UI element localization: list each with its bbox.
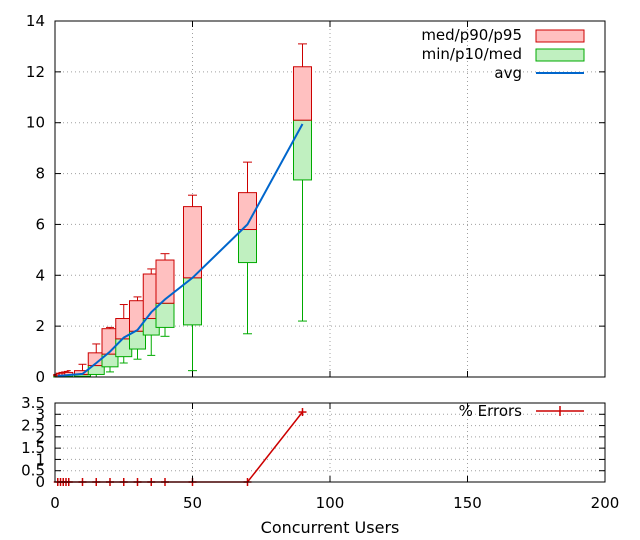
latency-box-plot: 0 2 4 6 8 10 12 14 med/p90/p95 min/p10/med avg xyxy=(26,12,606,386)
upper-box xyxy=(293,66,312,121)
top-y-tick-label: 2 xyxy=(35,317,45,335)
bottom-y-tick-label: 0.5 xyxy=(21,462,45,480)
lower-box xyxy=(183,277,202,326)
bottom-axis-ticks: 00.511.522.533.50 50 100 150 200 xyxy=(21,394,619,512)
lower-box xyxy=(155,302,175,328)
legend-swatch-upper-box xyxy=(535,29,585,43)
errors-line-plot: 00.511.522.533.50 50 100 150 200 % Errors xyxy=(21,394,619,512)
errors-line xyxy=(57,411,304,483)
box-item xyxy=(155,253,175,337)
lower-box xyxy=(238,229,257,264)
legend-swatch-lower-box xyxy=(535,48,585,62)
x-axis-title: Concurrent Users xyxy=(261,518,400,537)
bottom-y-tick-label: 1 xyxy=(35,450,45,468)
bottom-y-tick-label: 2.5 xyxy=(21,417,45,435)
top-y-tick-label: 8 xyxy=(35,165,45,183)
legend-label-lower-box: min/p10/med xyxy=(422,45,522,63)
avg-line xyxy=(57,123,304,377)
top-y-tick-label: 14 xyxy=(26,12,45,30)
bottom-x-tick-label: 0 xyxy=(50,494,60,512)
bottom-y-tick-label: 3.5 xyxy=(21,394,45,412)
bottom-x-tick-label: 150 xyxy=(453,494,482,512)
legend-label-upper-box: med/p90/p95 xyxy=(421,26,522,44)
upper-box xyxy=(155,259,175,304)
lower-box xyxy=(293,119,312,181)
box-plot-marks xyxy=(53,43,312,378)
legend-label-avg: avg xyxy=(494,64,522,82)
bottom-y-tick-label: 0 xyxy=(35,473,45,491)
top-y-tick-label: 6 xyxy=(35,215,45,233)
bottom-y-tick-label: 1.5 xyxy=(21,439,45,457)
box-item xyxy=(183,194,202,372)
bottom-plot-frame xyxy=(54,402,606,483)
upper-box xyxy=(183,206,202,279)
top-y-tick-label: 10 xyxy=(26,114,45,132)
top-axis-ticks: 0 2 4 6 8 10 12 14 xyxy=(26,12,606,386)
top-y-tick-label: 0 xyxy=(35,368,45,386)
bottom-x-tick-label: 100 xyxy=(316,494,345,512)
bottom-y-tick-label: 3 xyxy=(35,405,45,423)
bottom-x-tick-label: 50 xyxy=(183,494,202,512)
bottom-x-tick-label: 200 xyxy=(591,494,620,512)
upper-box xyxy=(238,192,257,231)
top-y-tick-label: 4 xyxy=(35,266,45,284)
bottom-grid xyxy=(55,403,605,482)
bottom-y-tick-label: 2 xyxy=(35,428,45,446)
errors-points xyxy=(53,408,307,486)
bottom-legend: % Errors xyxy=(459,402,584,420)
legend-label-errors: % Errors xyxy=(459,402,523,420)
box-item xyxy=(293,43,312,322)
top-legend: med/p90/p95 min/p10/med avg xyxy=(421,26,585,82)
top-y-tick-label: 12 xyxy=(26,63,45,81)
box-item xyxy=(238,161,257,335)
